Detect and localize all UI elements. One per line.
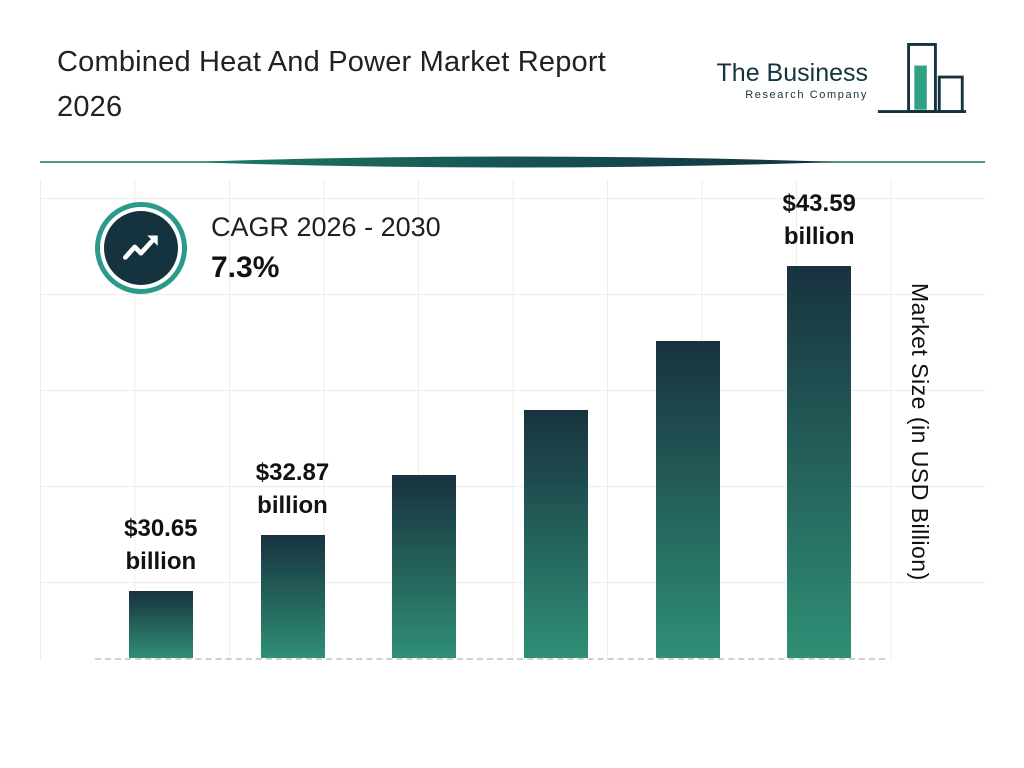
bar-group-2027	[358, 180, 490, 658]
bar-2029	[655, 341, 720, 658]
chart-area: CAGR 2026 - 2030 7.3% $30.65 billion $32.8…	[40, 180, 985, 660]
section-divider	[40, 155, 985, 169]
brand-subtitle: Research Company	[745, 89, 868, 102]
bar-group-2029	[622, 180, 754, 658]
bar-2025	[128, 591, 193, 658]
logo-bar-chart-icon	[876, 40, 968, 121]
bar-group-2030: $43.59 billion	[753, 180, 885, 658]
page-title: Combined Heat And Power Market Report 20…	[57, 46, 606, 123]
bar-2026	[260, 535, 325, 658]
bar-value-label-2030: $43.59 billion	[782, 190, 856, 250]
cagr-label: CAGR 2026 - 2030	[211, 211, 441, 242]
cagr-text: CAGR 2026 - 2030 7.3%	[211, 212, 441, 285]
bar-2030	[787, 266, 852, 658]
bar-group-2028	[490, 180, 622, 658]
bar-2028	[523, 410, 588, 658]
bar-value-label-2026: $32.87 billion	[255, 459, 330, 519]
cagr-badge: CAGR 2026 - 2030 7.3%	[95, 202, 441, 294]
bar-value-label-2025: $30.65 billion	[124, 515, 198, 575]
brand-name: The Business	[716, 59, 868, 87]
bar-group-2025: $30.65 billion	[95, 180, 227, 658]
bar-group-2026: $32.87 billion	[227, 180, 359, 658]
cagr-value: 7.3%	[211, 250, 280, 284]
brand-logo-text: The Business Research Company	[716, 59, 868, 102]
brand-logo: The Business Research Company	[717, 40, 968, 121]
trending-up-icon-circle	[104, 211, 178, 285]
bar-2027	[392, 475, 457, 658]
y-axis-label: Market Size (in USD Billion)	[907, 283, 933, 581]
trending-up-icon	[95, 202, 187, 294]
bars-area: $30.65 billion $32.87 billion $43.59 billion	[95, 180, 885, 660]
